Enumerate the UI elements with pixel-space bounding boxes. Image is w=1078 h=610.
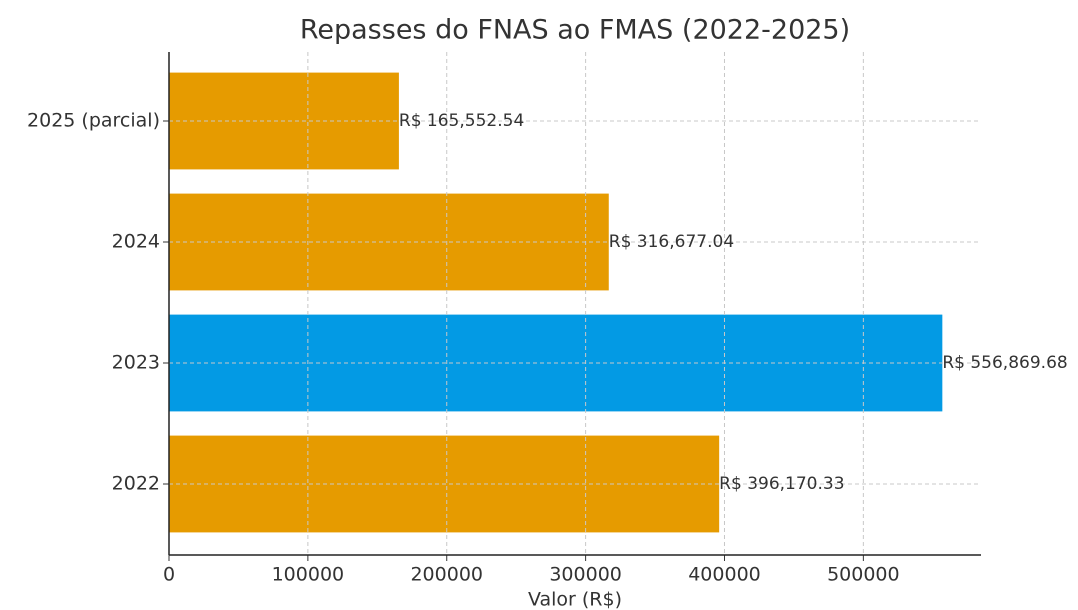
value-label: R$ 316,677.04 [609, 232, 734, 252]
x-tick-label: 100000 [272, 564, 345, 586]
y-tick-label: 2023 [112, 352, 160, 374]
x-tick-label: 400000 [688, 564, 761, 586]
x-tick-label: 200000 [410, 564, 483, 586]
x-tick-label: 300000 [549, 564, 622, 586]
x-axis-label: Valor (R$) [528, 589, 622, 610]
y-tick-label: 2025 (parcial) [27, 110, 160, 132]
y-tick-label: 2022 [112, 473, 160, 495]
x-tick-label: 500000 [827, 564, 900, 586]
y-tick-label: 2024 [112, 231, 160, 253]
value-label: R$ 396,170.33 [719, 474, 844, 494]
chart-title: Repasses do FNAS ao FMAS (2022-2025) [300, 15, 850, 46]
value-label: R$ 165,552.54 [399, 111, 524, 131]
x-tick-label: 0 [163, 564, 175, 586]
value-label: R$ 556,869.68 [942, 353, 1067, 373]
